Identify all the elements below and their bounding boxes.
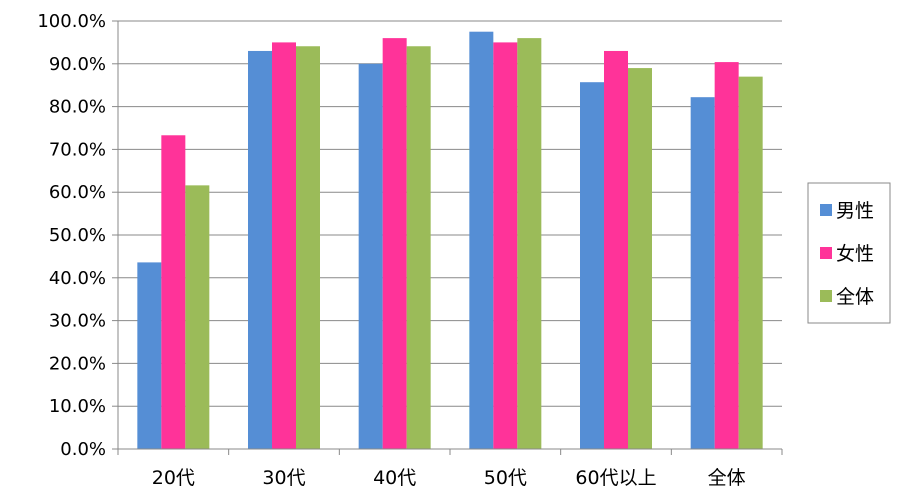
x-tick-label: 50代 bbox=[484, 467, 527, 489]
bar-全体-全体 bbox=[738, 76, 763, 449]
y-tick-label: 100.0% bbox=[37, 11, 106, 32]
y-tick-label: 20.0% bbox=[49, 353, 106, 374]
legend-swatch-女性 bbox=[820, 247, 832, 259]
bar-50代-全体 bbox=[517, 38, 542, 450]
bar-40代-全体 bbox=[406, 46, 431, 449]
bar-60代以上-全体 bbox=[628, 68, 652, 449]
y-tick-label: 90.0% bbox=[49, 54, 106, 75]
bar-30代-男性 bbox=[248, 50, 272, 450]
x-tick-label: 30代 bbox=[262, 467, 305, 489]
gridlines bbox=[118, 20, 782, 407]
legend-label: 女性 bbox=[836, 243, 874, 265]
y-tick-label: 30.0% bbox=[49, 311, 106, 332]
axes bbox=[112, 20, 783, 455]
bar-40代-男性 bbox=[358, 63, 383, 450]
y-tick-label: 50.0% bbox=[49, 225, 106, 246]
y-tick-label: 80.0% bbox=[49, 97, 106, 118]
y-tick-label: 10.0% bbox=[49, 396, 106, 417]
y-tick-label: 0.0% bbox=[60, 439, 106, 460]
bar-全体-女性 bbox=[714, 62, 739, 449]
x-tick-label: 60代以上 bbox=[575, 467, 656, 489]
bar-20代-女性 bbox=[161, 135, 186, 449]
y-tick-label: 40.0% bbox=[49, 268, 106, 289]
y-tick-label: 70.0% bbox=[49, 139, 106, 160]
legend-swatch-男性 bbox=[820, 204, 832, 216]
bar-30代-全体 bbox=[296, 46, 320, 449]
bar-30代-女性 bbox=[272, 42, 296, 450]
legend-label: 全体 bbox=[836, 286, 874, 308]
y-tick-label: 60.0% bbox=[49, 182, 106, 203]
x-tick-labels: 20代 30代 40代 50代 60代以上 全体 bbox=[152, 467, 746, 489]
bar-60代以上-男性 bbox=[580, 82, 604, 449]
x-tick-label: 40代 bbox=[373, 467, 416, 489]
legend-label: 男性 bbox=[836, 200, 874, 222]
bar-60代以上-女性 bbox=[604, 50, 628, 450]
x-tick-label: 20代 bbox=[152, 467, 195, 489]
x-tick-label: 全体 bbox=[708, 467, 746, 489]
bar-40代-女性 bbox=[382, 38, 407, 450]
y-tick-labels: 0.0% 10.0% 20.0% 30.0% 40.0% 50.0% 60.0% 70.0% 8… bbox=[37, 11, 106, 460]
bar-20代-全体 bbox=[185, 185, 210, 450]
legend-swatch-全体 bbox=[820, 290, 832, 302]
bar-全体-男性 bbox=[690, 97, 715, 450]
bars bbox=[137, 31, 763, 450]
bar-50代-男性 bbox=[469, 31, 494, 449]
bar-20代-男性 bbox=[137, 262, 162, 449]
bar-50代-女性 bbox=[493, 42, 518, 450]
